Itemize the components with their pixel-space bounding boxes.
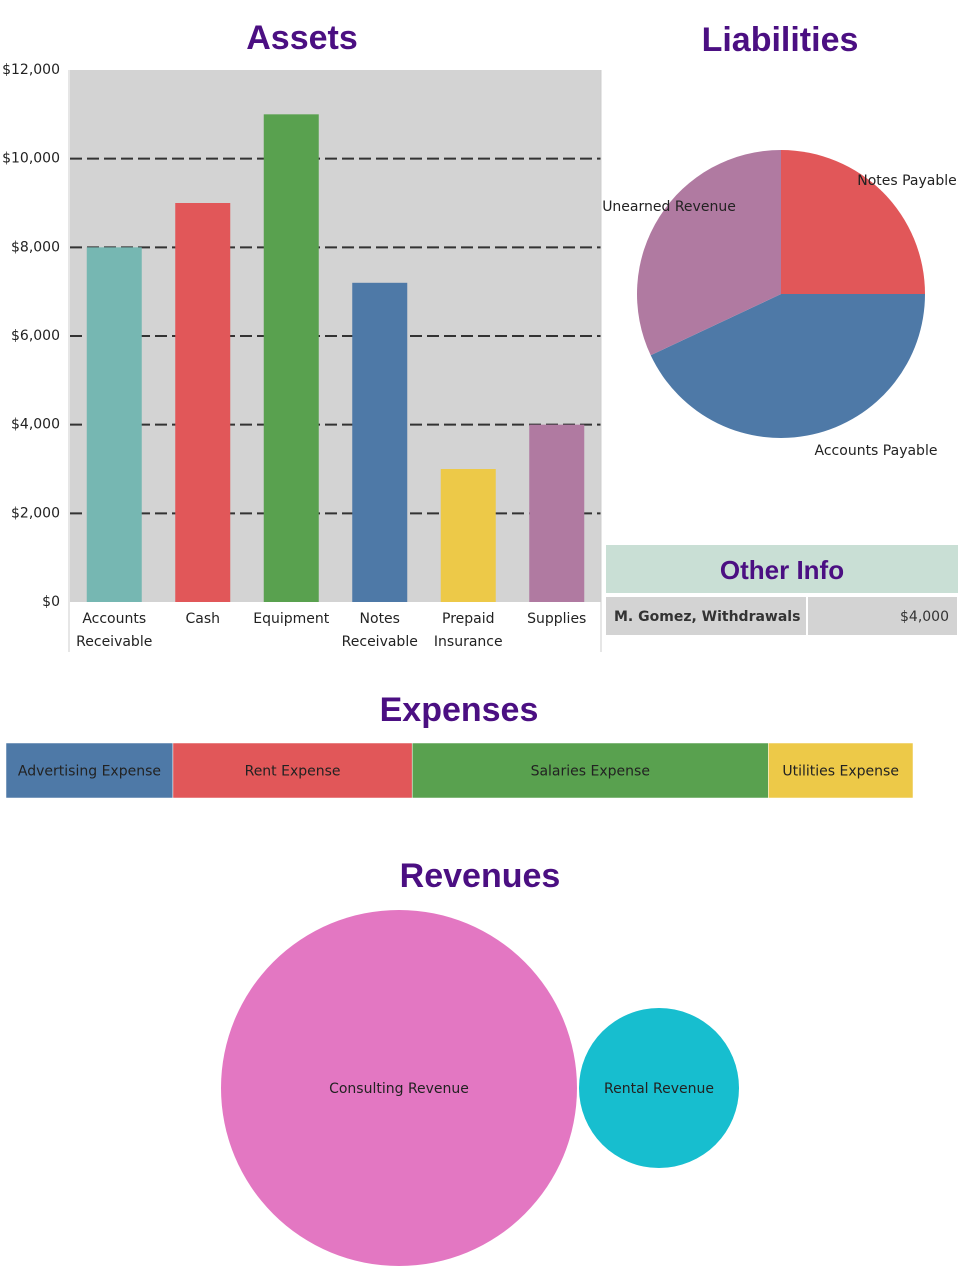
bar [175, 203, 231, 602]
x-tick-label: Accounts Receivable [76, 611, 153, 650]
slice-label: Unearned Revenue [602, 199, 736, 215]
table-cell: M. Gomez, Withdrawals [606, 597, 806, 635]
bar-segment [768, 742, 914, 799]
bubble-label: Rental Revenue [604, 1081, 714, 1097]
slice-label: Accounts Payable [815, 443, 938, 459]
y-tick-label: $10,000 [2, 151, 60, 167]
y-tick-label: $0 [42, 594, 60, 610]
bar [352, 282, 408, 602]
table-cell: $4,000 [808, 597, 957, 635]
bar-segment [5, 742, 174, 799]
bubble [221, 910, 577, 1266]
chart-title: Liabilities [702, 21, 859, 59]
segment-label: Utilities Expense [782, 764, 899, 780]
bar-segment [411, 742, 769, 799]
x-tick-label: Cash [185, 611, 221, 627]
bar-segment [172, 742, 413, 799]
segment-label: Advertising Expense [18, 764, 161, 780]
chart-title: Assets [246, 19, 358, 57]
y-tick-label: $12,000 [2, 62, 60, 78]
chart-title: Revenues [400, 857, 561, 895]
x-tick-label: Prepaid Insurance [433, 611, 503, 650]
pie-slice [781, 150, 925, 294]
slice-label: Notes Payable [857, 173, 957, 189]
bar [263, 114, 319, 602]
x-tick-label: Supplies [527, 611, 587, 627]
x-tick-label: Notes Receivable [341, 611, 418, 650]
bar [86, 247, 142, 603]
pie-slice [650, 294, 925, 438]
y-tick-label: $4,000 [11, 417, 60, 433]
other-info-title: Other Info [606, 545, 958, 593]
bar [440, 469, 496, 602]
x-tick-label: Equipment [253, 611, 330, 627]
bubble-label: Consulting Revenue [329, 1081, 469, 1097]
bar [529, 424, 585, 602]
chart-title: Expenses [380, 691, 539, 729]
segment-label: Salaries Expense [531, 764, 650, 780]
y-tick-label: $8,000 [11, 239, 60, 255]
segment-label: Rent Expense [245, 764, 341, 780]
bubble [579, 1007, 740, 1169]
pie-slice [636, 150, 781, 356]
y-tick-label: $6,000 [11, 328, 60, 344]
y-tick-label: $2,000 [11, 505, 60, 521]
